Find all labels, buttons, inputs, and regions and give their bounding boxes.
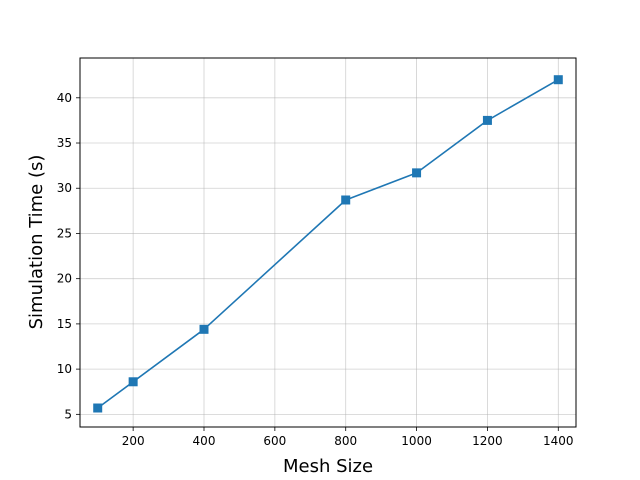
x-tick-label: 1200 [472,434,503,448]
x-tick-label: 800 [334,434,357,448]
axis-ticks: 200 400 600 800 1000 1200 1400 5 10 15 20 25 30 35 40 [57,91,574,448]
y-tick-label: 35 [57,136,72,150]
x-axis-title: Mesh Size [283,456,373,477]
x-tick-label: 1400 [543,434,574,448]
x-tick-label: 200 [122,434,145,448]
y-tick-label: 30 [57,181,72,195]
y-tick-label: 40 [57,91,72,105]
y-axis-title: Simulation Time (s) [26,155,47,330]
y-tick-label: 10 [57,362,72,376]
y-tick-label: 5 [64,407,72,421]
x-tick-label: 1000 [401,434,432,448]
data-point-marker [412,168,422,178]
data-point-marker [128,377,138,387]
x-tick-label: 600 [263,434,286,448]
y-tick-label: 15 [57,317,72,331]
y-tick-label: 20 [57,272,72,286]
data-point-marker [553,75,563,85]
data-point-marker [341,195,351,205]
data-point-marker [199,324,209,334]
grid-lines [80,58,576,427]
y-tick-label: 25 [57,226,72,240]
series-line [97,79,559,409]
series-layer [93,75,563,413]
data-point-marker [93,403,103,413]
plot-area-frame [79,57,577,428]
x-tick-label: 400 [193,434,216,448]
data-point-marker [482,115,492,125]
